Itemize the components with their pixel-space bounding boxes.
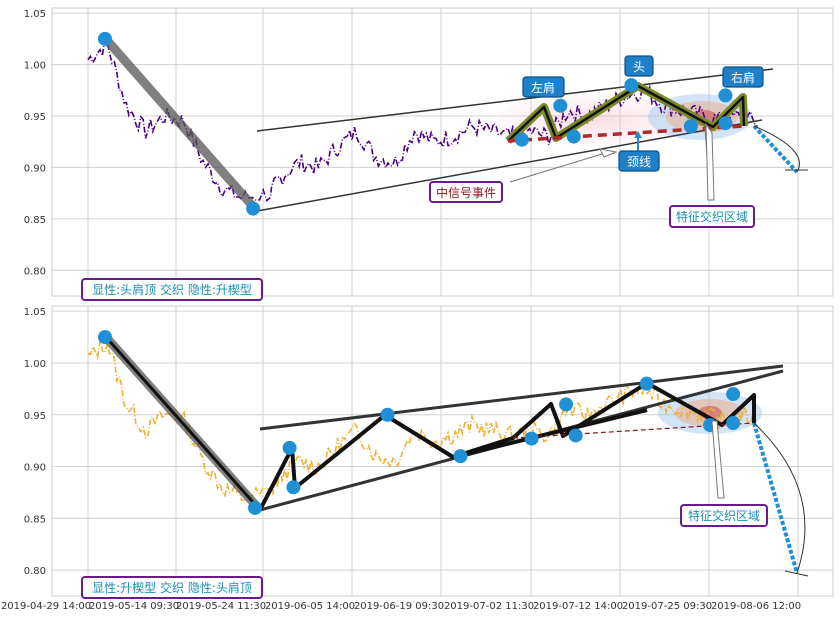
bottom-pivot-marker [453, 449, 468, 464]
bottom-ytick-label: 1.00 [24, 359, 46, 370]
top-pattern-label-box [81, 278, 263, 301]
x-tick-label: 2019-08-06 12:00 [711, 601, 801, 612]
bottom-feature-label: 特征交织区域 [688, 508, 760, 523]
bottom-markers [98, 330, 741, 515]
bottom-ytick-label: 0.85 [24, 514, 46, 525]
bottom-zigzag-diagonal [452, 408, 648, 459]
right-shoulder-label: 右肩 [731, 70, 755, 85]
top-plot-area [51, 7, 834, 297]
bottom-ytick-label: 0.90 [24, 463, 46, 474]
neckline-badge [618, 150, 660, 172]
right-shoulder-badge [722, 66, 764, 88]
bottom-projection [752, 422, 799, 574]
x-tick-label: 2019-04-29 14:00 [1, 601, 91, 612]
top-pattern-label: 显性:头肩顶 交织 隐性:升楔型 [92, 282, 252, 297]
x-tick-label: 2019-05-24 11:30 [176, 601, 266, 612]
bottom-decline-trend-core [103, 335, 262, 511]
top-ytick-label: 0.85 [24, 215, 46, 226]
top-pivot-marker [514, 132, 529, 147]
top-pivot-marker [246, 201, 261, 216]
bottom-pivot-marker [98, 330, 112, 345]
bottom-feature-arrow [711, 420, 725, 499]
bottom-pivot-marker [380, 407, 395, 422]
bottom-pattern-label-box [81, 576, 263, 599]
top-wedge-lower [256, 119, 763, 212]
bottom-pattern-label: 显性:升楔型 交织 隐性:头肩顶 [92, 580, 252, 595]
bottom-target-tick [784, 570, 809, 577]
neckline-label: 颈线 [627, 155, 651, 169]
top-ytick-label: 1.00 [24, 61, 46, 72]
x-tick-label: 2019-06-19 09:30 [354, 601, 444, 612]
x-tick-label: 2019-07-25 09:30 [622, 601, 712, 612]
signal-arrow-head [599, 148, 618, 158]
head-badge [624, 55, 654, 77]
bottom-wedge-upper [259, 364, 784, 431]
bottom-y-axis: 0.80 0.85 0.90 0.95 1.00 1.05 [24, 307, 46, 577]
top-ytick-label: 0.90 [24, 163, 46, 174]
bottom-ytick-label: 1.05 [24, 307, 46, 318]
top-pivot-marker [624, 78, 639, 93]
top-ytick-label: 0.80 [24, 266, 46, 277]
bottom-pivot-marker [726, 416, 741, 431]
signal-event-label: 中信号事件 [436, 185, 496, 200]
bottom-ytick-label: 0.95 [24, 411, 46, 422]
bottom-feature-box [680, 504, 768, 527]
top-y-axis: 0.80 0.85 0.90 0.95 1.00 1.05 [24, 9, 46, 277]
bottom-pivot-marker [286, 480, 301, 495]
bottom-pivot-marker [559, 397, 574, 412]
top-pivot-marker [718, 88, 733, 103]
x-tick-label: 2019-07-12 14:00 [533, 601, 623, 612]
bottom-projection-arc [753, 422, 806, 574]
top-pivot-marker [566, 129, 581, 144]
bottom-pivot-marker [524, 431, 539, 446]
head-label: 头 [633, 60, 645, 74]
signal-event-box [429, 181, 503, 203]
top-pivot-marker [553, 98, 568, 113]
left-shoulder-label: 左肩 [531, 80, 555, 95]
top-feature-box [669, 205, 755, 228]
top-ytick-label: 0.95 [24, 112, 46, 123]
neckline-pointer-head [634, 131, 642, 138]
top-pivot-marker [98, 31, 112, 46]
top-feature-label: 特征交织区域 [676, 209, 748, 224]
top-pivot-marker [718, 116, 733, 131]
x-tick-label: 2019-06-05 14:00 [265, 601, 355, 612]
top-decline-trend [101, 35, 261, 214]
top-wedge-upper [256, 68, 774, 132]
left-shoulder-badge [522, 76, 565, 98]
bottom-pivot-marker [248, 500, 263, 515]
bottom-pivot-marker [568, 428, 583, 443]
bottom-ytick-label: 0.80 [24, 566, 46, 577]
top-projection [752, 124, 799, 174]
bottom-pivot-marker [282, 440, 297, 455]
x-tick-label: 2019-05-14 09:30 [89, 601, 179, 612]
top-ytick-label: 1.05 [24, 9, 46, 20]
top-projection-arc [753, 125, 800, 173]
top-feature-arrow-head [705, 122, 715, 201]
x-tick-label: 2019-07-02 11:30 [444, 601, 534, 612]
top-markers [98, 31, 733, 216]
bottom-pivot-marker [639, 376, 654, 391]
top-pivot-marker [683, 119, 698, 134]
bottom-pivot-marker [726, 387, 741, 402]
